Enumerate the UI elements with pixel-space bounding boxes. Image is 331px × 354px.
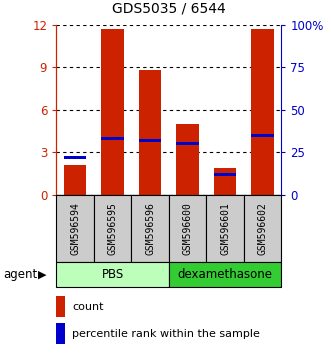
Bar — [56, 195, 94, 262]
Bar — [206, 195, 244, 262]
Bar — [251, 134, 274, 137]
Bar — [176, 142, 199, 145]
Bar — [214, 173, 236, 176]
Bar — [139, 70, 161, 195]
Bar — [101, 29, 124, 195]
Bar — [214, 168, 236, 195]
Bar — [64, 165, 86, 195]
Text: GSM596596: GSM596596 — [145, 202, 155, 255]
Text: GSM596601: GSM596601 — [220, 202, 230, 255]
Bar — [56, 262, 169, 287]
Text: dexamethasone: dexamethasone — [177, 268, 273, 281]
Text: count: count — [72, 302, 104, 312]
Bar — [64, 156, 86, 159]
Bar — [251, 29, 274, 195]
Bar — [101, 137, 124, 140]
Text: GSM596595: GSM596595 — [108, 202, 118, 255]
Bar — [139, 139, 161, 142]
Text: GDS5035 / 6544: GDS5035 / 6544 — [112, 2, 226, 16]
Text: PBS: PBS — [101, 268, 124, 281]
Bar — [169, 262, 281, 287]
Bar — [56, 324, 65, 344]
Text: GSM596600: GSM596600 — [183, 202, 193, 255]
Text: ▶: ▶ — [38, 269, 47, 279]
Text: GSM596594: GSM596594 — [70, 202, 80, 255]
Bar — [244, 195, 281, 262]
Bar — [131, 195, 169, 262]
Text: GSM596602: GSM596602 — [258, 202, 267, 255]
Bar — [56, 296, 65, 317]
Bar — [169, 195, 206, 262]
Text: percentile rank within the sample: percentile rank within the sample — [72, 329, 260, 339]
Text: agent: agent — [3, 268, 37, 281]
Bar — [176, 124, 199, 195]
Bar — [94, 195, 131, 262]
